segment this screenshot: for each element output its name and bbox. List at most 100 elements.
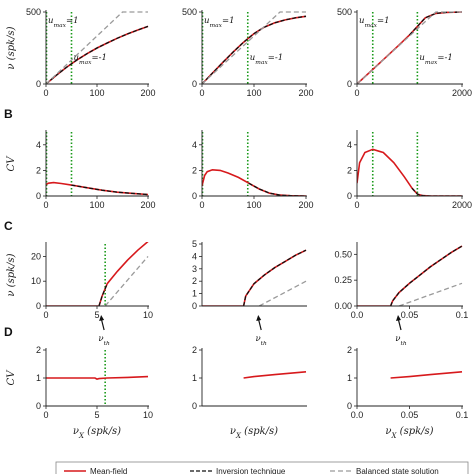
panel-B1: 0 100 200 0 2 4 CV B <box>4 107 156 210</box>
y-tick-label: 1 <box>36 373 41 383</box>
vth-arrow-head <box>256 315 262 321</box>
series-red-line <box>243 371 307 379</box>
panel-B3: 0 2000 0 2 4 <box>347 130 472 210</box>
y-tick-label: 5 <box>192 239 197 249</box>
y-tick-label: 1 <box>347 373 352 383</box>
y-axis-label: CV <box>6 369 17 386</box>
y-tick-label: 0 <box>36 79 41 89</box>
x-tick-label: 0 <box>199 200 204 210</box>
y-tick-label: 1 <box>192 373 197 383</box>
series-black-line <box>409 11 463 36</box>
y-tick-label: 0 <box>192 301 197 311</box>
y-tick-label: 0 <box>36 191 41 201</box>
y-tick-label: 4 <box>347 140 352 150</box>
x-tick-label: 10 <box>143 410 153 420</box>
y-tick-label: 500 <box>182 7 197 17</box>
legend: Mean-field Inversion technique Balanced st… <box>55 461 469 474</box>
series-red-line <box>357 11 463 84</box>
annotation-umax-neg: umax=-1 <box>419 53 452 66</box>
legend-label: Inversion technique <box>216 467 286 474</box>
y-axis-label: CV <box>6 155 17 172</box>
panel-C2: 0 1 2 3 4 5 νth <box>192 239 307 347</box>
x-tick-label: 100 <box>246 200 261 210</box>
row-letter: B <box>4 107 13 121</box>
y-tick-label: 0 <box>192 401 197 411</box>
annotation-umax-pos: umax=1 <box>48 16 79 29</box>
panel-D3: 0.0 0.05 0.1 0 1 2 νX (spk/s) <box>347 345 468 440</box>
vth-arrow-head <box>99 315 105 321</box>
series-gray-line <box>202 11 306 84</box>
y-tick-label: 10 <box>31 276 41 286</box>
panel-C3: 0.0 0.05 0.1 0.00 0.25 0.50 νth <box>334 242 468 347</box>
x-tick-label: 0.1 <box>456 410 469 420</box>
annotation-vth: νth <box>256 334 268 347</box>
series-black-line <box>242 249 307 306</box>
series-red-line <box>46 181 149 196</box>
annotation-umax-neg: umax=-1 <box>250 53 283 66</box>
y-tick-label: 0 <box>192 191 197 201</box>
row-letter: D <box>4 325 13 339</box>
panel-B2: 0 100 200 0 2 4 <box>192 130 314 210</box>
y-tick-label: 0 <box>347 191 352 201</box>
annotation-umax-pos: umax=1 <box>204 16 235 29</box>
x-tick-label: 0.1 <box>456 310 469 320</box>
y-tick-label: 0 <box>36 301 41 311</box>
series-black-line <box>98 283 108 306</box>
y-tick-label: 0 <box>36 401 41 411</box>
series-red-line <box>202 168 307 196</box>
y-axis-label: ν (spk/s) <box>6 26 17 69</box>
y-tick-label: 0.00 <box>334 301 352 311</box>
series-gray-line <box>104 255 149 306</box>
y-tick-label: 2 <box>192 165 197 175</box>
x-tick-label: 5 <box>94 310 99 320</box>
panel-D2: 0 1 2 νX (spk/s) <box>192 345 307 440</box>
series-black-line <box>202 15 307 84</box>
series-black-line <box>46 25 149 84</box>
y-tick-label: 4 <box>192 140 197 150</box>
x-tick-label: 2000 <box>452 200 472 210</box>
y-tick-label: 2 <box>347 345 352 355</box>
vth-arrow-head <box>396 315 401 321</box>
x-tick-label: 100 <box>246 88 261 98</box>
y-tick-label: 2 <box>36 345 41 355</box>
x-tick-label: 200 <box>298 88 313 98</box>
series-red-line <box>46 375 149 380</box>
y-tick-label: 2 <box>192 276 197 286</box>
y-tick-label: 1 <box>192 289 197 299</box>
series-black-line <box>389 245 463 306</box>
y-tick-label: 3 <box>192 264 197 274</box>
x-tick-label: 0 <box>43 88 48 98</box>
y-tick-label: 0 <box>347 401 352 411</box>
series-black-line <box>248 182 307 196</box>
x-tick-label: 10 <box>143 310 153 320</box>
series-red-line <box>390 371 463 379</box>
legend-box <box>55 461 469 474</box>
x-tick-label: 0.05 <box>401 310 419 320</box>
x-tick-label: 200 <box>140 88 155 98</box>
annotation-umax-pos: umax=1 <box>359 16 390 29</box>
y-tick-label: 0 <box>347 79 352 89</box>
panel-A3: 0 2000 0 500 umax=1 umax=-1 <box>337 7 472 98</box>
series-gray-line <box>357 11 462 84</box>
series-red-line <box>357 245 463 306</box>
y-tick-label: 4 <box>36 140 41 150</box>
x-axis-label: νX (spk/s) <box>73 426 121 440</box>
x-tick-label: 200 <box>140 200 155 210</box>
legend-label: Mean-field <box>90 467 127 474</box>
x-axis-label: νX (spk/s) <box>230 426 278 440</box>
x-tick-label: 0 <box>43 310 48 320</box>
y-tick-label: 2 <box>347 165 352 175</box>
x-tick-label: 0.0 <box>351 410 364 420</box>
x-tick-label: 100 <box>89 88 104 98</box>
row-letter: C <box>4 219 13 233</box>
legend-label: Balanced state solution <box>356 467 439 474</box>
annotation-vth: νth <box>98 334 110 347</box>
x-tick-label: 0 <box>199 88 204 98</box>
y-tick-label: 2 <box>192 345 197 355</box>
y-tick-label: 20 <box>31 251 41 261</box>
panel-A1: 0 100 200 0 500 ν (spk/s) umax=1 umax=-1 <box>6 7 156 98</box>
x-tick-label: 5 <box>94 410 99 420</box>
y-tick-label: 0 <box>192 79 197 89</box>
x-tick-label: 200 <box>298 200 313 210</box>
x-tick-label: 0 <box>43 410 48 420</box>
